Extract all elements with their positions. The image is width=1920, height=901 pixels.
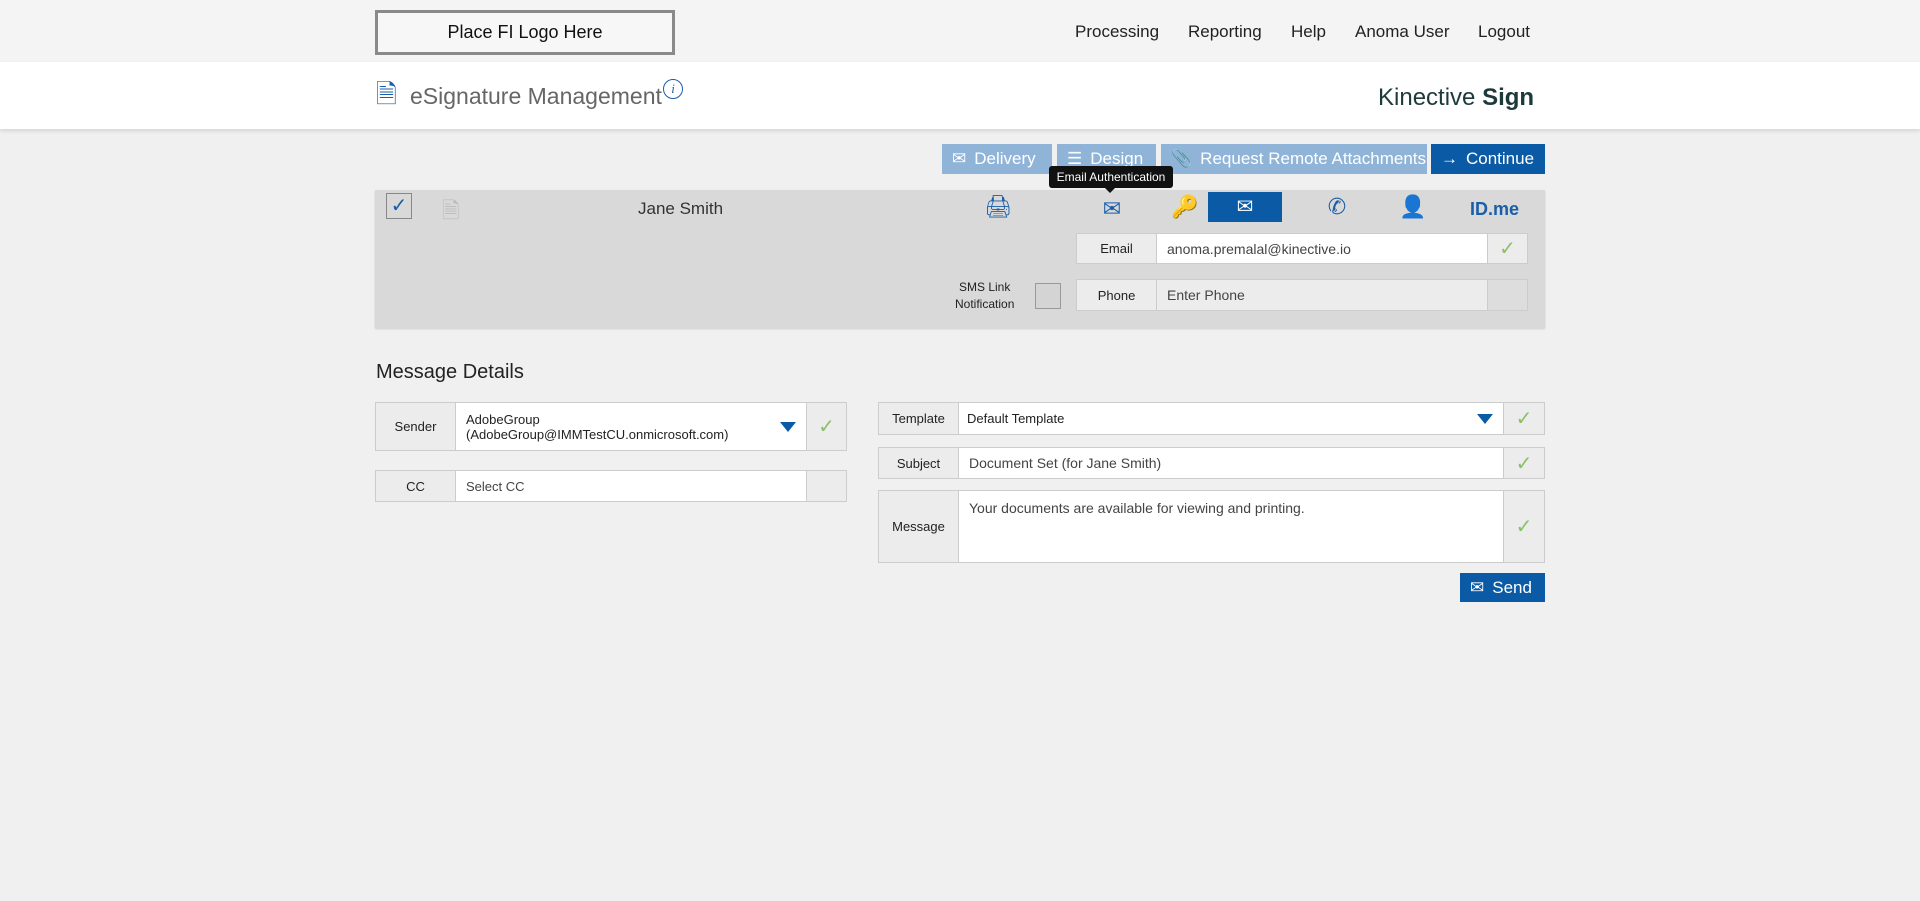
email-auth-icon[interactable]: ✉ xyxy=(1102,196,1122,221)
tooltip: Email Authentication xyxy=(1049,166,1173,193)
page-title: eSignature Management xyxy=(410,83,662,109)
subject-row: Subject Document Set (for Jane Smith) ✓ xyxy=(878,447,1545,479)
request-attachments-button[interactable]: 📎 Request Remote Attachments xyxy=(1161,144,1427,174)
phone-icon[interactable]: ✆ xyxy=(1327,194,1347,219)
cc-label: CC xyxy=(376,471,456,501)
list-icon: ☰ xyxy=(1067,149,1083,168)
send-button[interactable]: ✉ Send xyxy=(1460,573,1545,602)
recipient-checkbox[interactable]: ✓ xyxy=(386,193,412,219)
printer-icon[interactable]: 🖨 xyxy=(984,194,1012,219)
paperclip-icon: 📎 xyxy=(1171,149,1193,168)
sender-row: Sender AdobeGroup (AdobeGroup@IMMTestCU.o… xyxy=(375,402,847,451)
check-icon: ✓ xyxy=(806,403,846,450)
chevron-down-icon xyxy=(1477,413,1493,424)
nav-processing[interactable]: Processing xyxy=(1075,22,1160,41)
template-select[interactable]: Default Template xyxy=(959,403,1503,434)
template-row: Template Default Template ✓ xyxy=(878,402,1545,435)
key-icon[interactable]: 🔑 xyxy=(1171,194,1199,219)
cc-row: CC Select CC xyxy=(375,470,847,502)
sms-label: SMS Link Notification xyxy=(955,280,1015,311)
sender-label: Sender xyxy=(376,403,456,450)
info-icon[interactable]: i xyxy=(663,79,683,99)
template-label: Template xyxy=(879,403,959,434)
message-textarea[interactable]: Your documents are available for viewing… xyxy=(959,491,1503,562)
top-bar xyxy=(0,0,1920,62)
subject-label: Subject xyxy=(879,448,959,478)
phone-label: Phone xyxy=(1077,280,1157,310)
logo-placeholder: Place FI Logo Here xyxy=(375,10,675,55)
continue-button[interactable]: → Continue xyxy=(1431,144,1545,174)
recipient-name: Jane Smith xyxy=(638,199,724,218)
phone-status xyxy=(1487,280,1527,310)
section-heading: Message Details xyxy=(376,361,524,383)
check-icon: ✓ xyxy=(1503,448,1544,478)
email-row: Email anoma.premalal@kinective.io ✓ xyxy=(1076,233,1528,264)
header xyxy=(0,62,1920,129)
arrow-right-icon: → xyxy=(1441,149,1458,168)
subject-input[interactable]: Document Set (for Jane Smith) xyxy=(959,448,1503,478)
check-icon: ✓ xyxy=(1503,403,1544,434)
check-icon: ✓ xyxy=(1503,491,1544,562)
logo-text: Place FI Logo Here xyxy=(447,22,603,42)
selected-auth-option[interactable]: ✉ xyxy=(1208,192,1282,222)
sender-select[interactable]: AdobeGroup (AdobeGroup@IMMTestCU.onmicros… xyxy=(456,403,806,450)
phone-input[interactable]: Enter Phone xyxy=(1157,280,1487,310)
nav-logout[interactable]: Logout xyxy=(1478,22,1530,41)
sms-checkbox[interactable] xyxy=(1035,283,1061,309)
cc-input[interactable]: Select CC xyxy=(456,471,806,501)
chevron-down-icon xyxy=(780,421,796,432)
nav-reporting[interactable]: Reporting xyxy=(1188,22,1262,41)
cc-status xyxy=(806,471,846,501)
cloud-mail-icon: ✉ xyxy=(1470,577,1485,597)
idme-icon[interactable]: ID.me xyxy=(1470,199,1520,219)
delivery-button[interactable]: ✉ Delivery xyxy=(942,144,1052,174)
message-row: Message Your documents are available for… xyxy=(878,490,1545,563)
message-label: Message xyxy=(879,491,959,562)
brand-logo: Kinective Sign xyxy=(1378,84,1535,111)
cloud-person-icon[interactable]: 👤 xyxy=(1399,194,1427,219)
nav-help[interactable]: Help xyxy=(1291,22,1326,41)
document-sign-icon: 🗎 xyxy=(376,79,397,109)
cloud-mail-icon: ✉ xyxy=(952,149,967,168)
check-icon: ✓ xyxy=(1487,234,1527,263)
cloud-mail-icon: ✉ xyxy=(1236,196,1254,218)
email-input[interactable]: anoma.premalal@kinective.io xyxy=(1157,234,1487,263)
document-icon: 🗎 xyxy=(442,198,460,223)
nav-user[interactable]: Anoma User xyxy=(1355,22,1450,41)
email-label: Email xyxy=(1077,234,1157,263)
phone-row: Phone Enter Phone xyxy=(1076,279,1528,311)
